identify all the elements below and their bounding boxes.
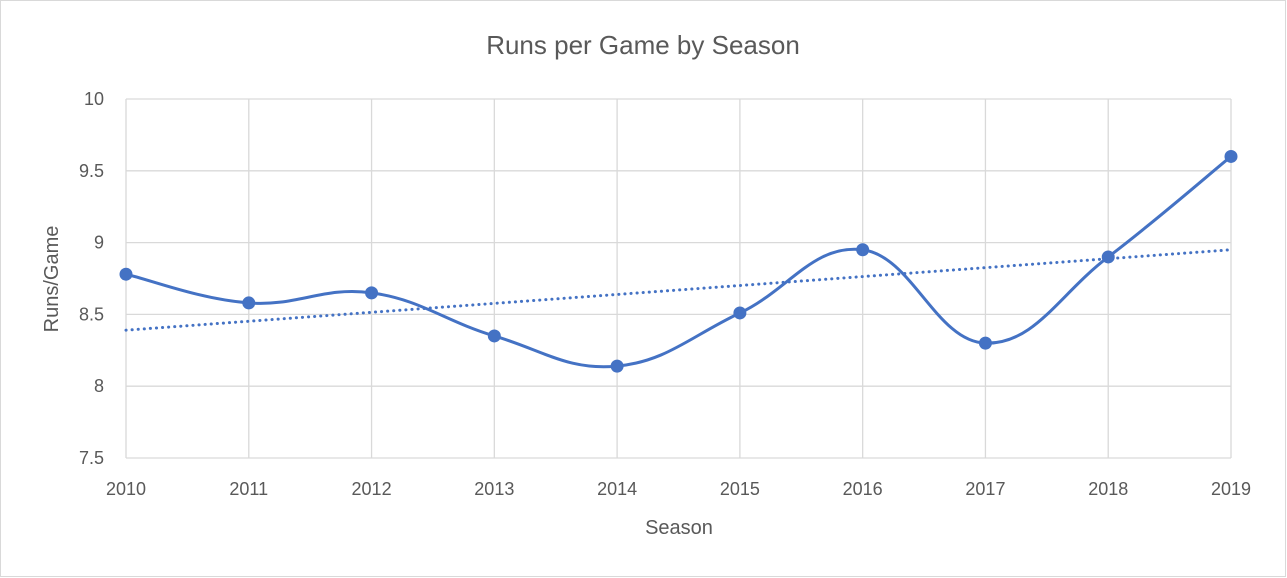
x-tick-label-2011: 2011 bbox=[229, 479, 268, 499]
x-tick-label-2012: 2012 bbox=[352, 479, 392, 499]
x-axis-title: Season bbox=[645, 517, 713, 539]
data-point-2015 bbox=[733, 306, 747, 320]
y-tick-label-8.5: 8.5 bbox=[79, 304, 104, 324]
x-tick-label-2014: 2014 bbox=[597, 479, 637, 499]
data-point-2017 bbox=[978, 336, 992, 350]
data-point-2016 bbox=[856, 243, 870, 257]
x-axis-tick-labels: 2010 2011 2012 2013 2014 2015 2016 2017 2018 2019 bbox=[106, 479, 1251, 499]
series-line-0 bbox=[125, 155, 1232, 369]
data-point-2018 bbox=[1101, 250, 1115, 264]
y-tick-label-8: 8 bbox=[94, 376, 104, 396]
y-tick-label-10: 10 bbox=[84, 89, 104, 109]
y-tick-label-7.5: 7.5 bbox=[79, 448, 104, 468]
chart-title: Runs per Game by Season bbox=[486, 30, 800, 60]
data-point-2012 bbox=[365, 286, 379, 300]
x-tick-label-2017: 2017 bbox=[965, 479, 1005, 499]
x-tick-label-2018: 2018 bbox=[1088, 479, 1128, 499]
series-layer bbox=[119, 149, 1238, 373]
x-tick-label-2015: 2015 bbox=[720, 479, 760, 499]
data-point-2013 bbox=[487, 329, 501, 343]
trendline-layer bbox=[124, 248, 1233, 332]
y-tick-label-9: 9 bbox=[94, 233, 104, 253]
x-tick-label-2019: 2019 bbox=[1211, 479, 1251, 499]
horizontal-gridlines bbox=[126, 98, 1231, 459]
y-tick-label-9.5: 9.5 bbox=[79, 161, 104, 181]
linear-trendline bbox=[124, 248, 1233, 332]
y-axis-title: Runs/Game bbox=[41, 226, 63, 333]
data-point-2019 bbox=[1224, 149, 1238, 163]
x-tick-label-2010: 2010 bbox=[106, 479, 146, 499]
x-tick-label-2016: 2016 bbox=[843, 479, 883, 499]
data-point-2010 bbox=[119, 267, 133, 281]
data-point-2014 bbox=[610, 359, 624, 373]
x-tick-label-2013: 2013 bbox=[474, 479, 514, 499]
data-point-2011 bbox=[242, 296, 256, 310]
y-axis-tick-labels: 7.5 8 8.5 9 9.5 10 bbox=[79, 89, 104, 468]
